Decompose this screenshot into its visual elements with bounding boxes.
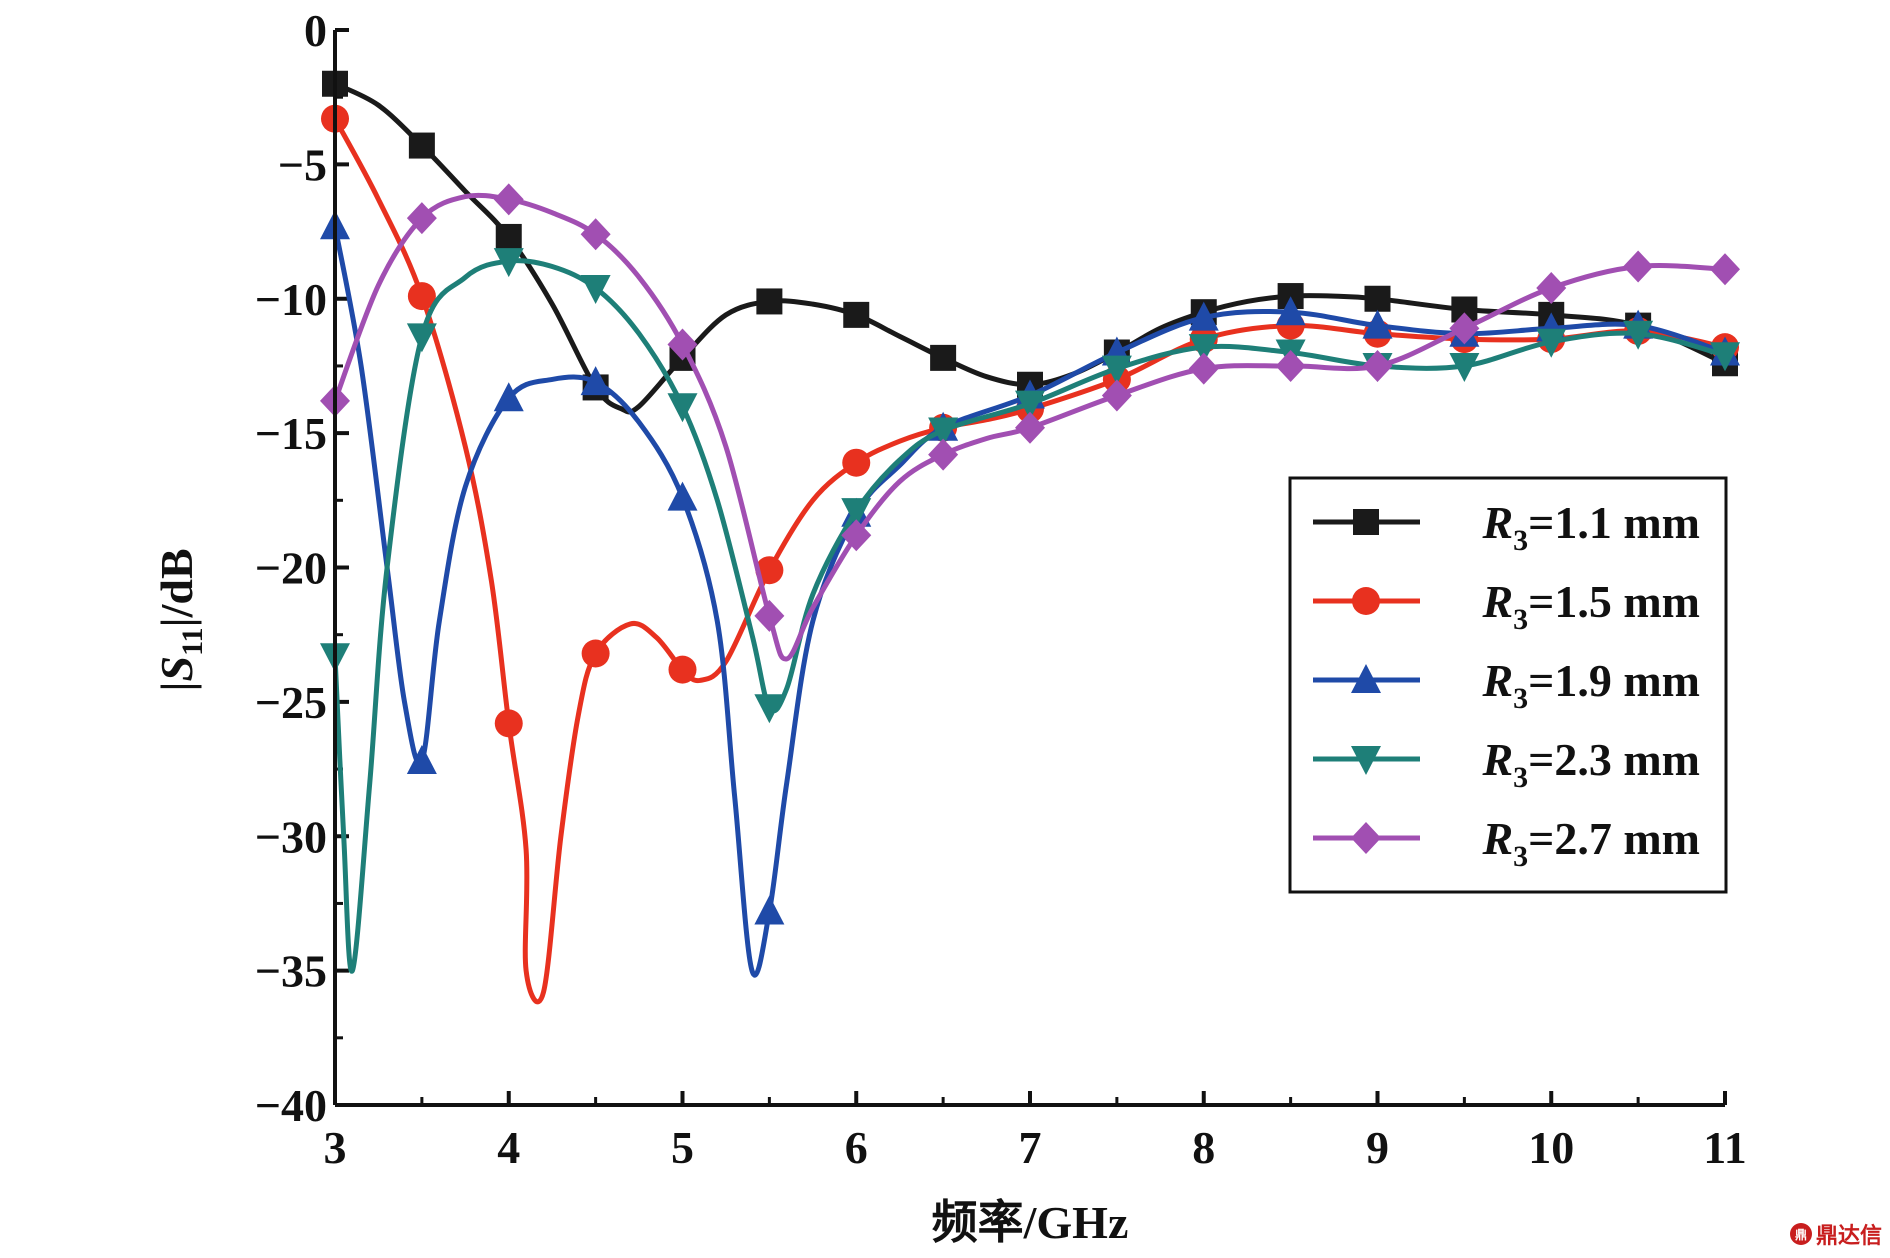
legend-swatch-marker [1351,664,1381,693]
legend-label: R3=1.5 mm [1481,576,1700,636]
legend-swatch-marker [1351,746,1381,775]
legend-swatch-marker [1352,587,1380,615]
legend-entry: R3=2.3 mm [1313,734,1700,794]
legend-swatch-marker [1351,822,1381,854]
series-line [332,258,1726,974]
watermark-logo-icon: 鼎 [1789,1223,1812,1245]
data-point-diamond [1536,272,1567,304]
data-point-circle [668,655,697,684]
data-point-diamond [1101,379,1132,412]
x-axis-title: 频率/GHz [932,1197,1129,1248]
x-tick-label: 7 [1019,1122,1042,1173]
legend-label: R3=2.3 mm [1481,734,1700,794]
data-point-triangle-down [406,323,437,353]
data-point-triangle-down [580,275,611,304]
legend-entry: R3=2.7 mm [1313,813,1700,873]
data-point-triangle-down [1623,320,1654,350]
y-tick-label: −5 [278,139,327,190]
data-point-diamond [667,328,698,361]
data-point-diamond [406,202,437,235]
data-point-triangle-down [1101,355,1132,385]
data-point-triangle-up [1275,296,1306,326]
data-point-diamond [928,438,959,471]
data-point-diamond [1623,250,1654,283]
x-tick-label: 6 [845,1122,868,1173]
data-point-square [495,223,522,250]
legend: R3=1.1 mm R3=1.5 mm R3=1.9 mm R3=2.3 mm R3=2… [1288,476,1728,894]
y-tick-label: −20 [255,543,327,594]
y-axis-title: |S11|/dB [151,548,209,691]
data-point-triangle-down [754,694,785,724]
y-tick-label: −35 [255,946,327,997]
data-point-square [1364,285,1391,312]
x-tick-label: 10 [1528,1122,1574,1173]
data-point-triangle-up [580,366,611,396]
y-tick-label: −15 [255,408,327,459]
data-point-diamond [1362,349,1393,382]
legend-entry: R3=1.5 mm [1313,576,1700,636]
data-point-triangle-up [406,745,437,774]
legend-entry: R3=1.1 mm [1313,497,1700,557]
data-point-triangle-up [754,895,785,925]
data-point-circle [842,448,871,477]
data-point-triangle-down [493,248,524,278]
data-point-triangle-down [841,498,872,528]
data-point-diamond [1275,349,1306,382]
x-tick-label: 8 [1192,1122,1215,1173]
series-line [333,81,1726,415]
series-1 [322,70,1738,415]
data-point-triangle-up [1188,301,1219,331]
data-point-triangle-down [1536,328,1567,358]
data-point-triangle-up [1362,309,1393,339]
y-tick-label: −10 [255,274,327,325]
data-point-triangle-down [667,393,698,423]
x-tick-label: 5 [671,1122,694,1173]
data-point-diamond [1449,312,1480,345]
data-point-triangle-down [1015,390,1045,420]
data-point-square [408,132,435,159]
data-point-square [930,344,957,371]
y-axis-title-subscript: 11 [176,628,209,656]
legend-label: R3=1.1 mm [1481,497,1700,557]
data-point-triangle-up [667,481,698,511]
x-tick-label: 4 [497,1122,520,1173]
data-point-triangle-up [493,382,524,412]
data-point-circle [494,709,523,738]
data-point-triangle-down [1188,334,1219,364]
data-point-diamond [1188,352,1219,385]
data-point-square [756,288,783,315]
y-tick-label: −40 [255,1080,327,1131]
data-point-diamond [841,519,872,552]
legend-entry: R3=1.9 mm [1313,655,1700,715]
y-tick-label: −25 [255,677,327,728]
data-point-triangle-down [1449,352,1480,382]
legend-label: R3=2.7 mm [1481,813,1700,873]
data-point-circle [407,282,436,311]
y-tick-label: 0 [304,5,327,56]
x-tick-label: 11 [1703,1122,1746,1173]
y-tick-label: −30 [255,811,327,862]
data-point-triangle-down [1710,342,1740,372]
data-point-diamond [1710,253,1740,286]
y-axis-title-pre: | [151,682,202,692]
data-point-circle [581,639,610,668]
y-axis-title-post: |/dB [151,548,202,627]
y-axis-title-symbol: S [151,656,202,682]
watermark-text: 鼎达信 [1815,1224,1882,1249]
x-axis-ticks: 3 4 5 6 7 8 9 10 11 [324,1091,1747,1173]
data-point-triangle-down [928,417,959,447]
legend-swatch-marker [1353,509,1379,535]
data-point-diamond [580,218,611,251]
data-point-circle [755,556,784,585]
data-point-diamond [493,183,524,216]
x-tick-label: 3 [324,1122,347,1173]
legend-label: R3=1.9 mm [1481,655,1700,715]
data-point-square [843,301,870,328]
watermark: 鼎 鼎达信 [1789,1218,1882,1250]
data-point-diamond [754,599,785,632]
data-point-diamond [1015,411,1045,444]
x-tick-label: 9 [1366,1122,1389,1173]
series-5 [320,183,1740,662]
